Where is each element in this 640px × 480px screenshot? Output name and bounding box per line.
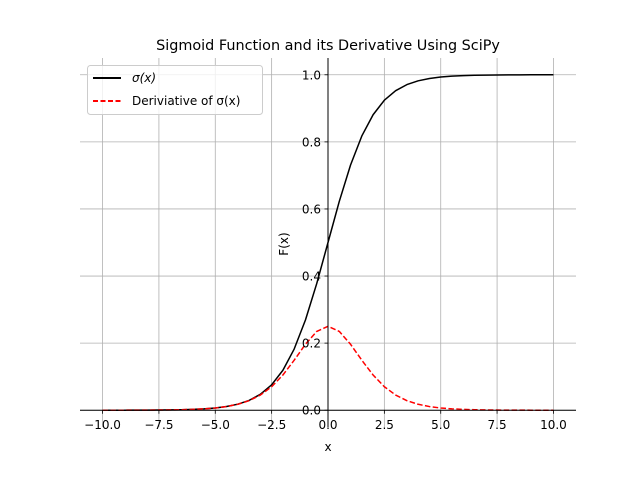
y-tick-label: 1.0: [302, 68, 321, 82]
x-tick-label: −2.5: [257, 418, 286, 432]
legend-label-sigmoid: σ(x): [132, 71, 156, 85]
x-axis-label: x: [324, 440, 331, 454]
ticks: −10.0 −7.5 −5.0 −2.5 0.0 2.5 5.0 7.5 10.0 0.0 0.2 0…: [84, 68, 567, 432]
y-tick-label: 0.8: [302, 135, 321, 149]
x-tick-label: −5.0: [201, 418, 230, 432]
chart-title: Sigmoid Function and its Derivative Usin…: [156, 38, 500, 54]
y-axis-label: F(x): [277, 232, 291, 255]
y-tick-label: 0.0: [302, 404, 321, 418]
x-tick-label: 5.0: [431, 418, 450, 432]
legend-box: [87, 65, 263, 115]
x-tick-label: 2.5: [375, 418, 394, 432]
y-tick-label: 0.6: [302, 202, 321, 216]
y-tick-label: 0.2: [302, 337, 321, 351]
legend-label-derivative: Deriviative of σ(x): [132, 94, 240, 108]
x-tick-label: 7.5: [488, 418, 507, 432]
y-tick-label: 0.4: [302, 270, 321, 284]
x-tick-label: 10.0: [540, 418, 567, 432]
legend: σ(x) Deriviative of σ(x): [87, 65, 263, 115]
x-tick-label: 0.0: [318, 418, 337, 432]
x-tick-label: −7.5: [144, 418, 173, 432]
x-tick-label: −10.0: [84, 418, 121, 432]
